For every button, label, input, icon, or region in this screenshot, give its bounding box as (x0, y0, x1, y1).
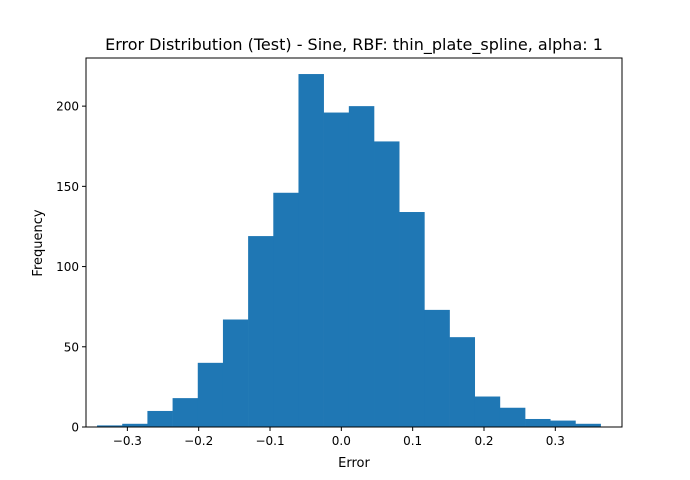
histogram-bar (575, 423, 601, 427)
histogram-bar (474, 396, 501, 427)
y-axis-label: Frequency (31, 209, 46, 276)
histogram-bar (424, 309, 450, 427)
histogram-bars (97, 74, 601, 428)
y-tick-label: 200 (56, 100, 79, 114)
y-tick-label: 50 (64, 340, 79, 354)
y-tick-label: 0 (71, 421, 79, 435)
x-axis-label: Error (338, 456, 370, 471)
histogram-bar (449, 337, 476, 427)
x-tick-label: −0.1 (255, 434, 284, 448)
histogram-bar (147, 410, 173, 427)
histogram-bar (97, 425, 123, 427)
y-tick-label: 100 (56, 260, 79, 274)
x-axis-ticks: −0.3 −0.2 −0.1 0.0 0.1 0.2 0.3 (113, 427, 565, 448)
histogram-bar (197, 362, 224, 427)
histogram-bar (374, 141, 400, 427)
histogram-bar (399, 212, 425, 427)
x-tick-label: 0.3 (546, 434, 565, 448)
histogram-bar (248, 236, 274, 427)
histogram-bar (550, 420, 576, 427)
chart-title: Error Distribution (Test) - Sine, RBF: t… (105, 35, 603, 55)
histogram-bar (499, 407, 526, 427)
histogram-bar (348, 106, 375, 427)
histogram-bar (172, 398, 199, 427)
y-tick-label: 150 (56, 180, 79, 194)
x-tick-label: 0.1 (403, 434, 422, 448)
histogram-bar (222, 319, 249, 427)
histogram-bar (273, 192, 299, 427)
histogram-bar (298, 74, 324, 427)
y-axis-ticks: 0 50 100 150 200 (56, 100, 86, 435)
histogram-bar (323, 112, 350, 428)
x-tick-label: 0.0 (332, 434, 351, 448)
histogram-bar (525, 418, 551, 427)
histogram-bar (122, 423, 148, 427)
x-tick-label: −0.2 (184, 434, 213, 448)
x-tick-label: −0.3 (113, 434, 142, 448)
x-tick-label: 0.2 (474, 434, 493, 448)
plot-frame (85, 57, 623, 428)
